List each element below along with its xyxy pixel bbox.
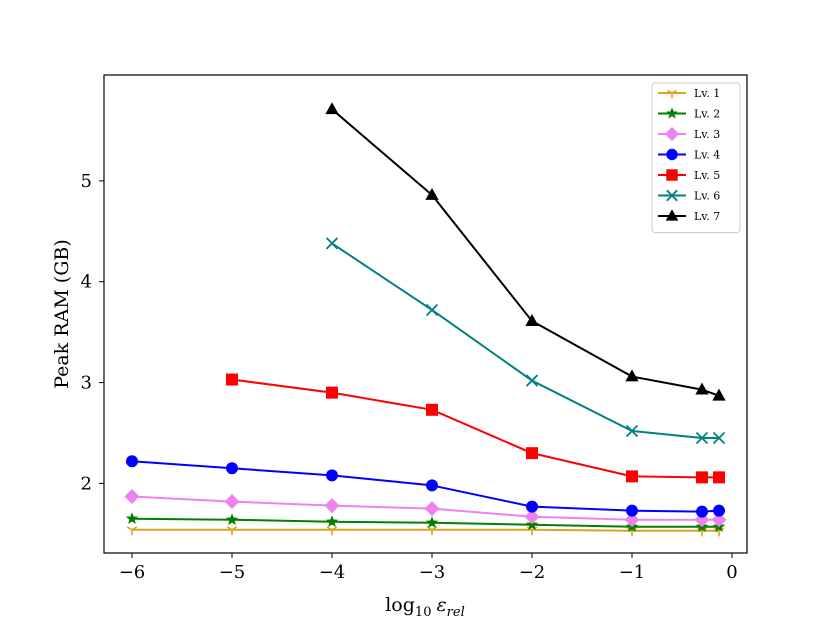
data-point [226,526,238,536]
plot-frame [103,74,748,554]
data-point [426,479,438,492]
legend-marker [666,107,678,119]
series-line [131,517,719,528]
x-axis-label: log10 εrel [385,594,465,620]
legend-label: Lv. 2 [694,108,720,121]
legend-label: Lv. 6 [694,190,720,203]
data-point [226,462,238,475]
legend-marker [666,148,678,161]
data-point [324,498,340,514]
series-line [132,528,719,532]
series-line [131,495,719,521]
y-axis-label: Peak RAM (GB) [51,239,73,389]
data-point [626,470,638,483]
data-point [713,504,725,517]
data-point [124,489,140,505]
data-point [326,526,338,536]
data-point [224,494,240,510]
legend-item: Lv. 5 [658,169,720,182]
data-point [711,512,727,528]
data-point [625,424,639,438]
x-axis: −6 −5 −4 −3 −2 −1 0 [119,553,738,583]
data-point [425,516,439,529]
data-point [226,373,238,386]
data-point [626,504,638,517]
y-tick-label: 4 [81,272,92,293]
legend-item: Lv. 3 [658,126,720,142]
data-point [525,374,539,387]
series-lv-6 [325,237,726,445]
legend-label: Lv. 4 [694,149,720,162]
data-point [326,469,338,482]
data-point [712,388,726,401]
data-point [126,455,138,468]
data-point [325,237,339,250]
x-tick-label: −4 [319,562,346,583]
series-lv-7 [325,102,726,401]
data-point [526,447,538,460]
legend-item: Lv. 7 [658,209,720,223]
series-lv-3 [124,489,727,528]
data-point [695,431,709,445]
y-tick-label: 2 [81,473,92,494]
data-point [695,382,709,395]
data-point [524,509,540,525]
data-point [525,314,539,326]
x-tick-label: −2 [519,562,546,583]
x-tick-label: −6 [119,562,146,583]
legend-label: Lv. 7 [694,210,720,223]
data-point [526,500,538,513]
legend-item: Lv. 4 [658,149,720,162]
legend-marker [667,89,677,99]
legend-item: Lv. 6 [658,190,720,203]
plot-area [104,75,747,553]
legend-marker [666,169,678,181]
data-point [326,386,338,399]
data-point [425,188,439,200]
data-point [696,505,708,518]
data-point [426,526,438,536]
legend-label: Lv. 5 [694,169,720,182]
y-tick-label: 3 [81,373,92,394]
data-point [125,512,139,524]
y-tick-label: 5 [81,171,92,192]
series-lv-4 [126,455,725,518]
x-tick-label: −1 [619,562,646,583]
legend-marker [666,189,678,202]
data-point [425,303,439,317]
series-line [131,460,720,513]
legend-label: Lv. 1 [694,87,720,100]
data-point [225,513,239,525]
legend: Lv. 1 Lv. 2 Lv. 3 Lv. 4 Lv. 5 Lv. 6 Lv. 7 [651,82,741,233]
data-point [713,471,725,484]
data-point [624,512,640,528]
series-layer [124,102,727,537]
y-axis: 2 3 4 5 [81,171,104,494]
series-line [331,242,719,440]
legend-item: Lv. 2 [658,107,720,121]
data-point [625,369,639,382]
legend-item: Lv. 1 [658,87,720,100]
data-point [126,526,138,536]
data-point [325,515,339,527]
data-point [426,403,438,416]
data-point [424,501,440,517]
legend-label: Lv. 3 [694,128,720,141]
data-point [712,431,726,445]
x-tick-label: −3 [419,562,446,583]
data-point [696,471,708,484]
x-tick-label: 0 [726,562,737,583]
x-tick-label: −5 [219,562,246,583]
series-lv-5 [226,373,725,484]
legend-marker [665,209,679,221]
legend-marker [664,126,680,142]
data-point [325,102,339,115]
